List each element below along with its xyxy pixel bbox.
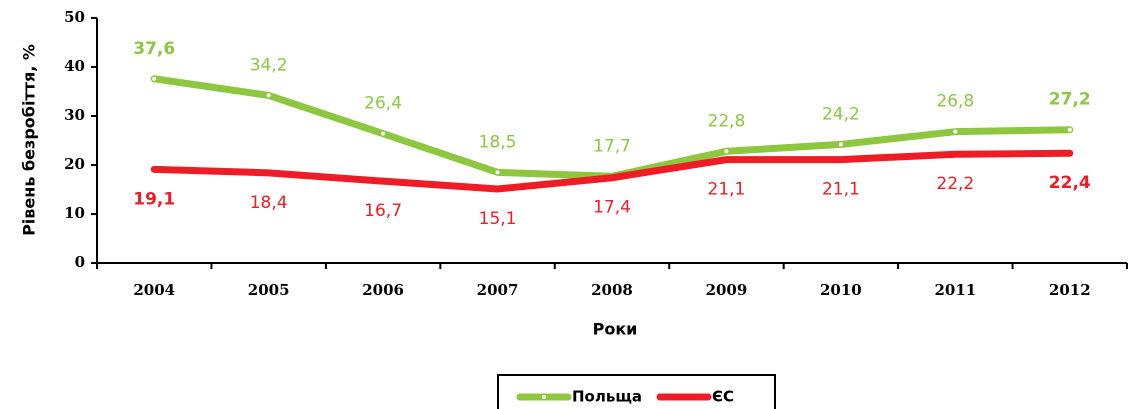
x-axis-label: Роки (593, 320, 638, 339)
y-tick-label: 40 (64, 57, 85, 75)
point-marker (953, 129, 958, 134)
x-tick-label: 2006 (362, 281, 404, 299)
data-label: 19,1 (133, 189, 175, 209)
point-marker (724, 149, 729, 154)
y-tick-label: 10 (64, 204, 85, 222)
x-tick-label: 2005 (248, 281, 290, 299)
point-marker (266, 93, 271, 98)
data-label: 27,2 (1049, 90, 1091, 110)
data-label: 22,2 (936, 174, 974, 194)
data-label: 34,2 (250, 55, 288, 75)
series-line (150, 149, 1074, 193)
point-marker (495, 170, 500, 175)
data-label: 17,7 (593, 136, 631, 156)
legend-label: Польща (572, 388, 642, 406)
data-label: 22,4 (1049, 173, 1091, 193)
x-tick-label: 2008 (591, 281, 633, 299)
data-label: 26,8 (936, 92, 974, 112)
legend-label: ЄС (712, 388, 734, 406)
data-label: 17,4 (593, 198, 631, 218)
point-marker (152, 76, 157, 81)
y-tick-label: 50 (64, 8, 85, 26)
data-label: 18,5 (479, 132, 517, 152)
data-label: 18,4 (250, 193, 288, 213)
x-tick-label: 2007 (477, 281, 519, 299)
data-label: 37,6 (133, 39, 175, 59)
data-label: 26,4 (364, 94, 402, 114)
x-tick-label: 2009 (706, 281, 748, 299)
legend-box (497, 374, 776, 409)
y-tick-label: 20 (64, 155, 85, 173)
point-marker (838, 142, 843, 147)
x-tick-label: 2012 (1049, 281, 1091, 299)
x-tick-label: 2004 (133, 281, 175, 299)
y-tick-label: 0 (75, 253, 85, 271)
data-label: 21,1 (822, 180, 860, 200)
data-label: 24,2 (822, 104, 860, 124)
point-marker (1067, 127, 1072, 132)
y-axis-label: Рівень безробіття, % (20, 44, 39, 236)
legend-marker (542, 395, 546, 399)
data-label: 15,1 (479, 209, 517, 229)
series-line (150, 75, 1074, 180)
x-tick-label: 2010 (820, 281, 862, 299)
data-label: 22,8 (708, 111, 746, 131)
y-tick-label: 30 (64, 106, 85, 124)
x-tick-label: 2011 (934, 281, 976, 299)
data-label: 16,7 (364, 201, 402, 221)
data-label: 21,1 (708, 180, 746, 200)
point-marker (381, 131, 386, 136)
